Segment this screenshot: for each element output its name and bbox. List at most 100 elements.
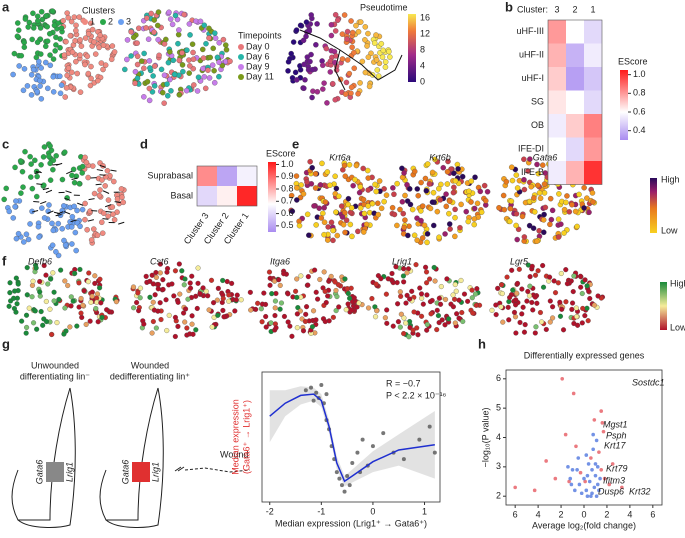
cell-dot xyxy=(50,166,56,173)
cell-dot xyxy=(541,211,547,218)
cell-dot xyxy=(308,12,314,18)
cell-dot xyxy=(33,54,40,61)
cell-dot xyxy=(202,85,209,92)
data-point xyxy=(560,377,565,381)
cell-dot xyxy=(355,90,361,97)
cell-dot xyxy=(407,296,413,302)
cell-dot xyxy=(1,196,7,203)
cell-dot xyxy=(349,233,355,240)
cell-dot xyxy=(187,63,193,69)
cell-dot xyxy=(161,100,167,106)
cell-dot xyxy=(169,21,176,28)
velocity-arrow xyxy=(31,209,39,213)
row-label: Suprabasal xyxy=(147,170,193,180)
cell-dot xyxy=(181,310,187,316)
cell-dot xyxy=(365,30,371,37)
cell-dot xyxy=(100,66,106,73)
cell-dot xyxy=(97,32,103,38)
cell-dot xyxy=(344,286,350,292)
cell-dot xyxy=(519,286,525,292)
cell-dot xyxy=(195,280,201,286)
cell-dot xyxy=(584,195,590,201)
cell-dot xyxy=(355,28,362,35)
cell-dot xyxy=(514,185,521,191)
cell-dot xyxy=(503,178,510,185)
cell-dot xyxy=(186,21,193,27)
cell-dot xyxy=(328,21,335,28)
data-point xyxy=(585,473,590,478)
cell-dot xyxy=(351,49,357,56)
cell-dot xyxy=(118,186,125,192)
cell-dot xyxy=(7,280,13,286)
cell-dot xyxy=(362,69,369,76)
cell-dot xyxy=(263,324,269,330)
x-tick-label: 6 xyxy=(513,509,518,519)
cell-dot xyxy=(111,217,118,223)
cell-dot xyxy=(104,168,111,174)
cell-dot xyxy=(460,318,466,325)
trajectory xyxy=(299,29,403,91)
row-label: uHF-I xyxy=(522,73,545,83)
cell-dot xyxy=(137,285,144,291)
cell-dot xyxy=(423,188,430,194)
data-point xyxy=(432,450,437,455)
cell-dot xyxy=(83,321,89,327)
cell-dot xyxy=(74,207,80,214)
cell-dot xyxy=(532,330,538,336)
cell-dot xyxy=(206,75,213,81)
cell-dot xyxy=(138,58,145,64)
gene-label: Mgst1 xyxy=(603,419,628,429)
cell-dot xyxy=(320,86,326,92)
cell-dot xyxy=(342,91,349,97)
cell-dot xyxy=(84,53,91,60)
cell-dot xyxy=(132,80,138,86)
cell-dot xyxy=(163,297,169,303)
cell-dot xyxy=(28,72,35,78)
cell-dot xyxy=(533,324,539,330)
cell-dot xyxy=(317,182,324,188)
cell-dot xyxy=(48,276,54,282)
cell-dot xyxy=(560,327,567,333)
cell-dot xyxy=(183,306,189,312)
cell-dot xyxy=(444,276,450,282)
velocity-arrow xyxy=(114,201,121,204)
heatmap-cell xyxy=(566,43,584,67)
cell-dot xyxy=(26,19,33,26)
cell-dot xyxy=(49,242,56,248)
cell-dot xyxy=(461,291,468,297)
cell-dot xyxy=(357,19,364,25)
cell-dot xyxy=(355,228,361,235)
cell-dot xyxy=(211,67,217,74)
data-point xyxy=(584,453,589,457)
cell-dot xyxy=(556,191,562,197)
cell-dot xyxy=(10,71,16,78)
cell-dot xyxy=(359,58,366,65)
cell-dot xyxy=(534,238,540,244)
cell-dot xyxy=(304,179,310,185)
velocity-arrow xyxy=(65,190,72,194)
cell-dot xyxy=(130,34,137,41)
cell-dot xyxy=(348,18,354,24)
cell-dot xyxy=(200,285,206,291)
cell-dot xyxy=(436,295,442,301)
gene-label: Lrig1 xyxy=(64,462,74,482)
cell-dot xyxy=(61,331,67,337)
cell-dot xyxy=(181,282,187,288)
cell-dot xyxy=(53,42,59,48)
cell-dot xyxy=(338,203,345,209)
cell-dot xyxy=(418,291,425,297)
cell-dot xyxy=(43,298,49,305)
cell-dot xyxy=(91,39,97,45)
colorbar xyxy=(660,282,667,330)
cell-dot xyxy=(79,314,85,320)
cell-dot xyxy=(43,272,49,278)
data-point xyxy=(370,444,375,449)
cell-dot xyxy=(296,222,303,229)
cell-dot xyxy=(318,215,325,221)
cell-dot xyxy=(200,55,207,61)
cell-dot xyxy=(324,169,331,175)
cell-dot xyxy=(397,289,403,295)
cell-dot xyxy=(262,301,269,307)
cell-dot xyxy=(88,299,94,305)
cell-dot xyxy=(96,192,103,199)
